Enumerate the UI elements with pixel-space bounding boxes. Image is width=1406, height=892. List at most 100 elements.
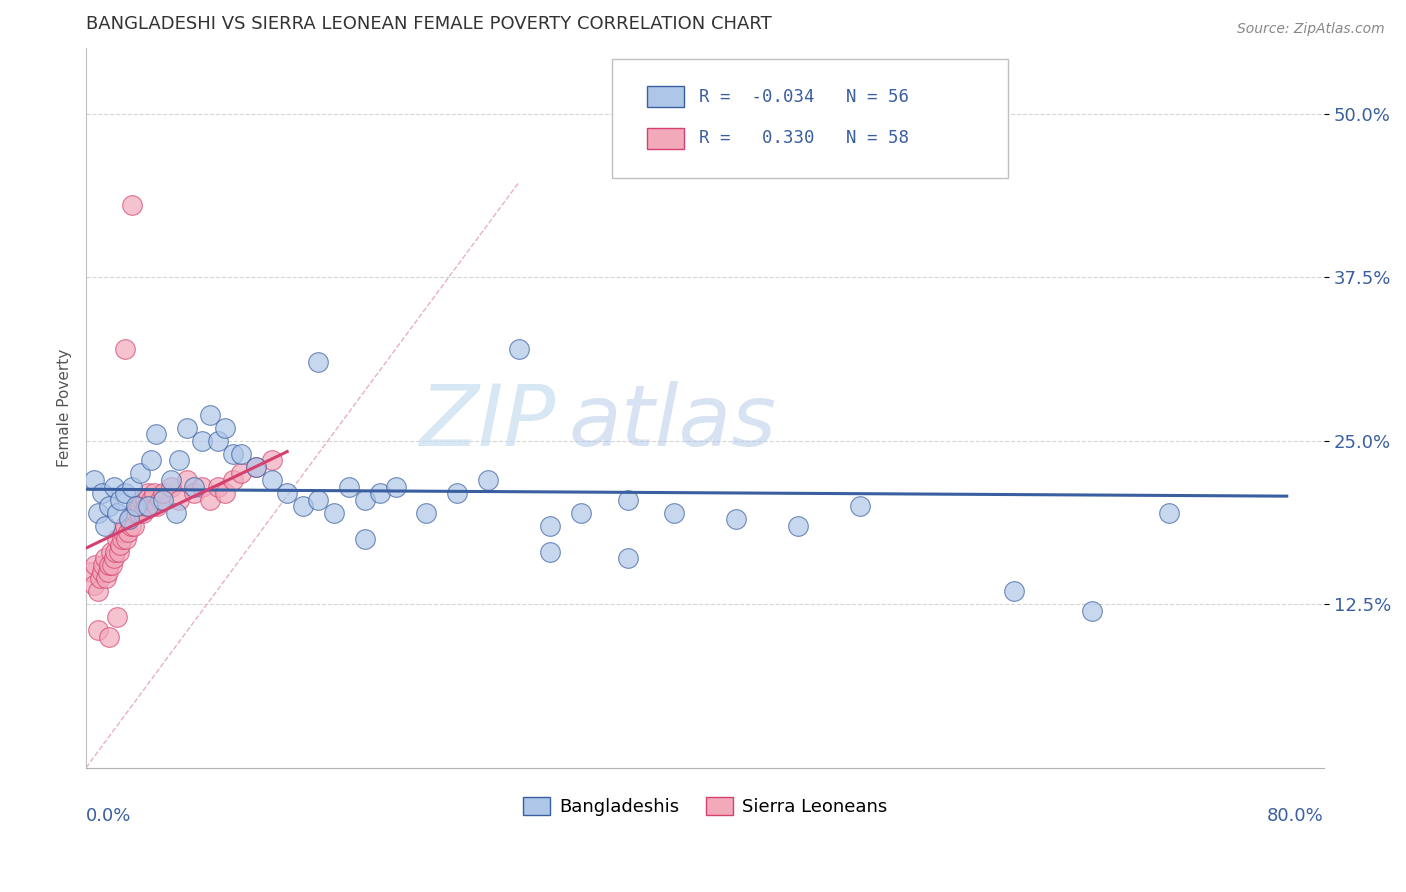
Point — [260, 453, 283, 467]
Point — [129, 499, 152, 513]
Point — [145, 427, 167, 442]
Point — [83, 473, 105, 487]
Point — [152, 486, 174, 500]
Point — [337, 479, 360, 493]
Point — [222, 447, 245, 461]
Point — [368, 486, 391, 500]
Point — [108, 538, 131, 552]
Point — [121, 506, 143, 520]
Point — [508, 343, 530, 357]
Point — [229, 467, 252, 481]
Point — [122, 518, 145, 533]
Point — [90, 486, 112, 500]
Point — [229, 447, 252, 461]
Y-axis label: Female Poverty: Female Poverty — [58, 349, 72, 467]
Point — [97, 565, 120, 579]
Point — [415, 506, 437, 520]
Point — [152, 492, 174, 507]
Point — [84, 558, 107, 572]
Point — [105, 610, 128, 624]
Point — [115, 532, 138, 546]
FancyBboxPatch shape — [647, 128, 683, 149]
Point — [128, 506, 150, 520]
Point — [104, 545, 127, 559]
Point — [96, 571, 118, 585]
Point — [222, 473, 245, 487]
Point — [291, 499, 314, 513]
Point — [87, 624, 110, 638]
Point — [136, 499, 159, 513]
Point — [114, 343, 136, 357]
Point — [167, 453, 190, 467]
Point — [786, 518, 808, 533]
Legend: Bangladeshis, Sierra Leoneans: Bangladeshis, Sierra Leoneans — [516, 789, 894, 823]
Point — [276, 486, 298, 500]
Point — [477, 473, 499, 487]
Point — [121, 198, 143, 212]
Point — [260, 473, 283, 487]
Point — [353, 492, 375, 507]
Point — [662, 506, 685, 520]
Point — [100, 545, 122, 559]
Point — [245, 459, 267, 474]
Point — [848, 499, 870, 513]
Point — [167, 492, 190, 507]
Point — [101, 558, 124, 572]
Point — [160, 473, 183, 487]
Text: 80.0%: 80.0% — [1267, 807, 1324, 825]
FancyBboxPatch shape — [612, 59, 1008, 178]
Point — [135, 499, 157, 513]
Point — [93, 518, 115, 533]
Point — [146, 499, 169, 513]
Point — [91, 558, 114, 572]
Point — [114, 518, 136, 533]
Point — [90, 565, 112, 579]
Point — [107, 545, 129, 559]
FancyBboxPatch shape — [647, 86, 683, 107]
Point — [569, 506, 592, 520]
Point — [98, 499, 121, 513]
Text: R =   0.330   N = 58: R = 0.330 N = 58 — [699, 129, 908, 147]
Text: 0.0%: 0.0% — [86, 807, 131, 825]
Point — [616, 551, 638, 566]
Point — [118, 512, 141, 526]
Point — [103, 479, 125, 493]
Point — [1004, 584, 1026, 599]
Text: atlas: atlas — [569, 381, 778, 464]
Point — [87, 506, 110, 520]
Point — [538, 518, 561, 533]
Point — [87, 584, 110, 599]
Point — [80, 565, 103, 579]
Point — [143, 486, 166, 500]
Point — [124, 499, 146, 513]
Point — [105, 506, 128, 520]
Point — [98, 558, 121, 572]
Point — [136, 486, 159, 500]
Point — [112, 525, 135, 540]
Point — [160, 479, 183, 493]
Point — [108, 492, 131, 507]
Text: Source: ZipAtlas.com: Source: ZipAtlas.com — [1237, 22, 1385, 37]
Point — [149, 492, 172, 507]
Point — [1159, 506, 1181, 520]
Point — [183, 486, 205, 500]
Point — [384, 479, 406, 493]
Point — [198, 492, 221, 507]
Point — [616, 492, 638, 507]
Text: R =  -0.034   N = 56: R = -0.034 N = 56 — [699, 87, 908, 105]
Text: BANGLADESHI VS SIERRA LEONEAN FEMALE POVERTY CORRELATION CHART: BANGLADESHI VS SIERRA LEONEAN FEMALE POV… — [86, 15, 772, 33]
Point — [165, 506, 187, 520]
Point — [724, 512, 747, 526]
Point — [307, 492, 329, 507]
Point — [191, 434, 214, 448]
Point — [176, 473, 198, 487]
Point — [117, 525, 139, 540]
Point — [139, 492, 162, 507]
Point — [139, 453, 162, 467]
Point — [120, 518, 142, 533]
Point — [307, 355, 329, 369]
Point — [183, 479, 205, 493]
Text: ZIP: ZIP — [420, 381, 557, 464]
Point — [98, 630, 121, 644]
Point — [538, 545, 561, 559]
